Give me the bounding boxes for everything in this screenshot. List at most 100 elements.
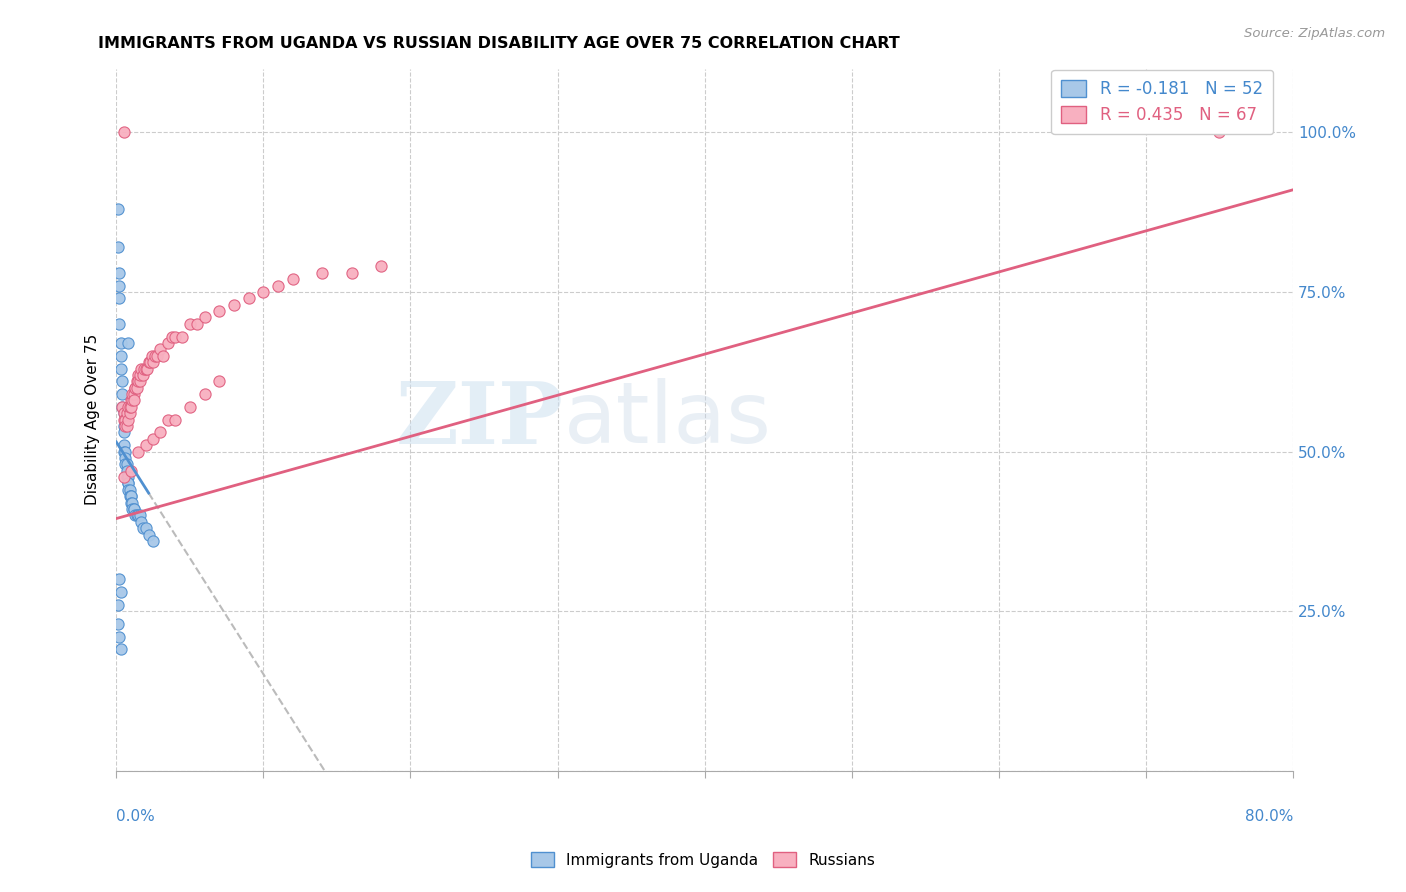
Point <box>114 412 136 426</box>
Point <box>124 381 146 395</box>
Point <box>281 272 304 286</box>
Point <box>120 489 142 503</box>
Point <box>267 278 290 293</box>
Point <box>141 349 163 363</box>
Point <box>311 266 333 280</box>
Point <box>117 412 139 426</box>
Point <box>111 387 134 401</box>
Point <box>134 361 156 376</box>
Point <box>135 438 157 452</box>
Point <box>138 527 160 541</box>
Point <box>118 489 141 503</box>
Point <box>111 374 134 388</box>
Point <box>222 298 245 312</box>
Point <box>370 260 392 274</box>
Point <box>108 317 131 331</box>
Point <box>112 412 135 426</box>
Point <box>122 502 145 516</box>
Text: IMMIGRANTS FROM UGANDA VS RUSSIAN DISABILITY AGE OVER 75 CORRELATION CHART: IMMIGRANTS FROM UGANDA VS RUSSIAN DISABI… <box>98 36 900 51</box>
Point <box>238 291 260 305</box>
Point <box>127 444 149 458</box>
Point <box>129 515 152 529</box>
Point <box>121 495 143 509</box>
Point <box>146 349 169 363</box>
Point <box>127 368 149 382</box>
Point <box>122 387 145 401</box>
Text: atlas: atlas <box>564 378 772 461</box>
Point <box>193 387 215 401</box>
Point <box>156 412 179 426</box>
Point <box>121 393 143 408</box>
Point <box>108 278 131 293</box>
Point <box>156 336 179 351</box>
Point <box>112 406 135 420</box>
Point <box>117 470 139 484</box>
Point <box>110 336 132 351</box>
Point <box>120 489 142 503</box>
Point <box>143 349 166 363</box>
Point <box>1208 125 1230 139</box>
Point <box>142 355 165 369</box>
Point <box>112 438 135 452</box>
Point <box>152 349 174 363</box>
Point <box>128 368 150 382</box>
Legend: Immigrants from Uganda, Russians: Immigrants from Uganda, Russians <box>524 846 882 873</box>
Y-axis label: Disability Age Over 75: Disability Age Over 75 <box>86 334 100 505</box>
Point <box>110 349 132 363</box>
Point <box>160 329 183 343</box>
Point <box>117 476 139 491</box>
Point <box>135 361 157 376</box>
Point <box>107 240 129 254</box>
Point <box>149 425 172 440</box>
Point <box>172 329 194 343</box>
Point <box>135 521 157 535</box>
Point <box>112 125 135 139</box>
Point <box>114 444 136 458</box>
Point <box>125 374 148 388</box>
Legend: R = -0.181   N = 52, R = 0.435   N = 67: R = -0.181 N = 52, R = 0.435 N = 67 <box>1052 70 1272 135</box>
Point <box>208 374 231 388</box>
Point <box>129 361 152 376</box>
Point <box>115 470 138 484</box>
Point <box>115 458 138 472</box>
Point <box>252 285 274 299</box>
Point <box>132 521 155 535</box>
Text: ZIP: ZIP <box>395 377 564 462</box>
Point <box>120 495 142 509</box>
Point <box>118 483 141 497</box>
Point <box>127 374 149 388</box>
Point <box>108 630 131 644</box>
Point <box>125 381 148 395</box>
Point <box>117 476 139 491</box>
Point <box>124 381 146 395</box>
Point <box>107 202 129 216</box>
Point <box>121 502 143 516</box>
Point <box>340 266 363 280</box>
Point <box>118 406 141 420</box>
Point <box>186 317 208 331</box>
Point <box>120 464 142 478</box>
Point <box>165 329 187 343</box>
Point <box>115 406 138 420</box>
Point <box>120 393 142 408</box>
Point <box>124 508 146 523</box>
Point <box>107 616 129 631</box>
Point <box>111 400 134 414</box>
Point <box>122 393 145 408</box>
Point <box>136 361 159 376</box>
Point <box>179 400 201 414</box>
Point <box>110 642 132 657</box>
Point <box>132 368 155 382</box>
Point <box>107 598 129 612</box>
Point <box>127 508 149 523</box>
Point <box>165 412 187 426</box>
Text: Source: ZipAtlas.com: Source: ZipAtlas.com <box>1244 27 1385 40</box>
Point <box>112 470 135 484</box>
Point <box>149 343 172 357</box>
Point <box>179 317 201 331</box>
Point <box>111 400 134 414</box>
Point <box>108 291 131 305</box>
Point <box>193 310 215 325</box>
Text: 80.0%: 80.0% <box>1244 809 1294 824</box>
Point <box>112 406 135 420</box>
